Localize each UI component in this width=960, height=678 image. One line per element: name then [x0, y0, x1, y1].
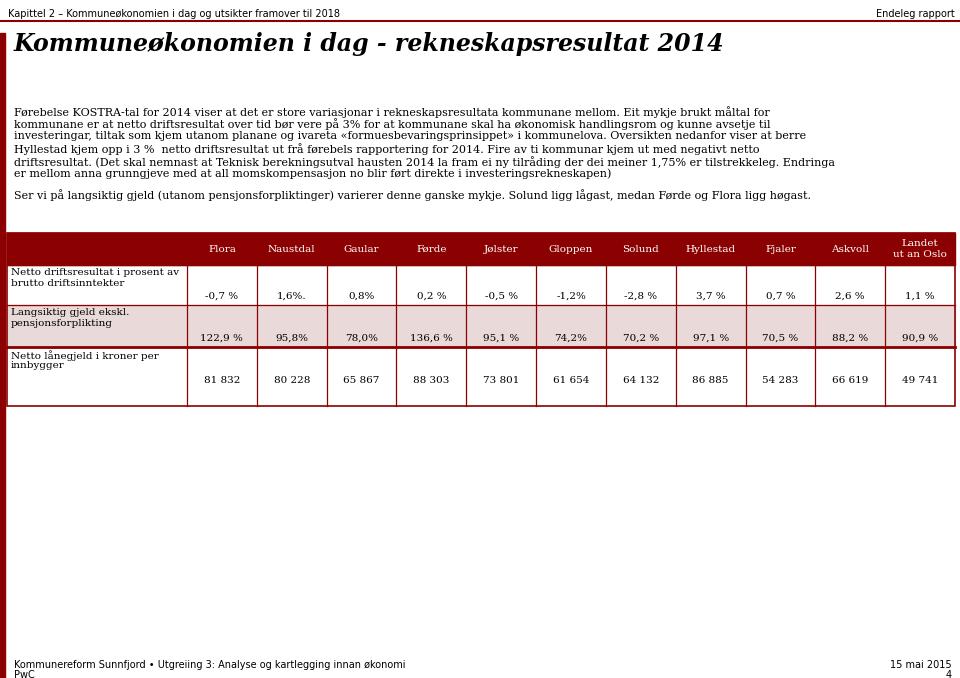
Text: 88,2 %: 88,2 % [832, 334, 869, 343]
Text: 3,7 %: 3,7 % [696, 292, 726, 301]
Text: kommunane er at netto driftsresultat over tid bør vere på 3% for at kommunane sk: kommunane er at netto driftsresultat ove… [14, 119, 771, 130]
Text: investeringar, tiltak som kjem utanom planane og ivareta «formuesbevaringsprinsi: investeringar, tiltak som kjem utanom pl… [14, 131, 806, 141]
Text: 80 228: 80 228 [274, 376, 310, 385]
Text: Flora: Flora [208, 245, 236, 254]
Text: 61 654: 61 654 [553, 376, 589, 385]
Text: 136,6 %: 136,6 % [410, 334, 453, 343]
Text: Fjaler: Fjaler [765, 245, 796, 254]
Text: 1,1 %: 1,1 % [905, 292, 935, 301]
Bar [7, 233, 955, 265]
Text: Askvoll: Askvoll [831, 245, 869, 254]
Text: Landet
ut an Oslo: Landet ut an Oslo [893, 239, 947, 259]
Text: 65 867: 65 867 [344, 376, 380, 385]
Text: 4: 4 [946, 670, 952, 678]
Text: PwC: PwC [14, 670, 35, 678]
Text: 95,8%: 95,8% [276, 334, 308, 343]
Text: brutto driftsinntekter: brutto driftsinntekter [11, 279, 125, 288]
Text: -2,8 %: -2,8 % [624, 292, 658, 301]
Text: Ser vi på langsiktig gjeld (utanom pensjonsforpliktinger) varierer denne ganske : Ser vi på langsiktig gjeld (utanom pensj… [14, 189, 811, 201]
Text: Langsiktig gjeld ekskl.: Langsiktig gjeld ekskl. [11, 308, 130, 317]
Text: 70,2 %: 70,2 % [623, 334, 659, 343]
Text: 86 885: 86 885 [692, 376, 729, 385]
Text: Jølster: Jølster [484, 245, 518, 254]
Text: Kapittel 2 – Kommuneøkonomien i dag og utsikter framover til 2018: Kapittel 2 – Kommuneøkonomien i dag og u… [8, 9, 340, 19]
Text: Endeleg rapport: Endeleg rapport [876, 9, 955, 19]
Text: Førde: Førde [416, 245, 446, 254]
Text: 0,2 %: 0,2 % [417, 292, 446, 301]
Text: Solund: Solund [622, 245, 660, 254]
Text: Kommunereform Sunnfjord • Utgreiing 3: Analyse og kartlegging innan økonomi: Kommunereform Sunnfjord • Utgreiing 3: A… [14, 660, 405, 670]
Text: Gaular: Gaular [344, 245, 379, 254]
Bar [7, 305, 955, 347]
Text: 15 mai 2015: 15 mai 2015 [890, 660, 952, 670]
Text: 70,5 %: 70,5 % [762, 334, 799, 343]
Text: 1,6%.: 1,6%. [276, 292, 306, 301]
Text: pensjonsforplikting: pensjonsforplikting [11, 319, 113, 328]
Text: 88 303: 88 303 [413, 376, 449, 385]
Text: Naustdal: Naustdal [268, 245, 316, 254]
Text: 95,1 %: 95,1 % [483, 334, 519, 343]
Text: 2,6 %: 2,6 % [835, 292, 865, 301]
Text: 122,9 %: 122,9 % [201, 334, 243, 343]
Text: Hyllestad: Hyllestad [685, 245, 735, 254]
Bar [0, 33, 5, 678]
Text: 66 619: 66 619 [832, 376, 869, 385]
Text: Netto driftsresultat i prosent av: Netto driftsresultat i prosent av [11, 268, 180, 277]
Text: innbygger: innbygger [11, 361, 64, 370]
Text: 54 283: 54 283 [762, 376, 799, 385]
Text: Kommuneøkonomien i dag - rekneskapsresultat 2014: Kommuneøkonomien i dag - rekneskapsresul… [14, 32, 725, 56]
Text: Netto lånegjeld i kroner per: Netto lånegjeld i kroner per [11, 350, 158, 361]
Text: -0,7 %: -0,7 % [205, 292, 238, 301]
Text: -1,2%: -1,2% [556, 292, 586, 301]
Text: Gloppen: Gloppen [549, 245, 593, 254]
Text: er mellom anna grunngjeve med at all momskompensasjon no blir ført direkte i inv: er mellom anna grunngjeve med at all mom… [14, 169, 612, 179]
Text: 0,8%: 0,8% [348, 292, 374, 301]
Text: 78,0%: 78,0% [345, 334, 378, 343]
Text: 64 132: 64 132 [623, 376, 659, 385]
Text: Førebelse KOSTRA-tal for 2014 viser at det er store variasjonar i rekneskapsresu: Førebelse KOSTRA-tal for 2014 viser at d… [14, 106, 770, 118]
Text: 73 801: 73 801 [483, 376, 519, 385]
Text: -0,5 %: -0,5 % [485, 292, 517, 301]
Text: 81 832: 81 832 [204, 376, 240, 385]
Text: driftsresultat. (Det skal nemnast at Teknisk berekningsutval hausten 2014 la fra: driftsresultat. (Det skal nemnast at Tek… [14, 156, 835, 168]
Text: 97,1 %: 97,1 % [692, 334, 729, 343]
Text: 90,9 %: 90,9 % [902, 334, 938, 343]
Text: 0,7 %: 0,7 % [766, 292, 795, 301]
Bar [7, 233, 955, 406]
Text: Hyllestad kjem opp i 3 %  netto driftsresultat ut frå førebels rapportering for : Hyllestad kjem opp i 3 % netto driftsres… [14, 144, 759, 155]
Text: 49 741: 49 741 [901, 376, 938, 385]
Text: 74,2%: 74,2% [555, 334, 588, 343]
